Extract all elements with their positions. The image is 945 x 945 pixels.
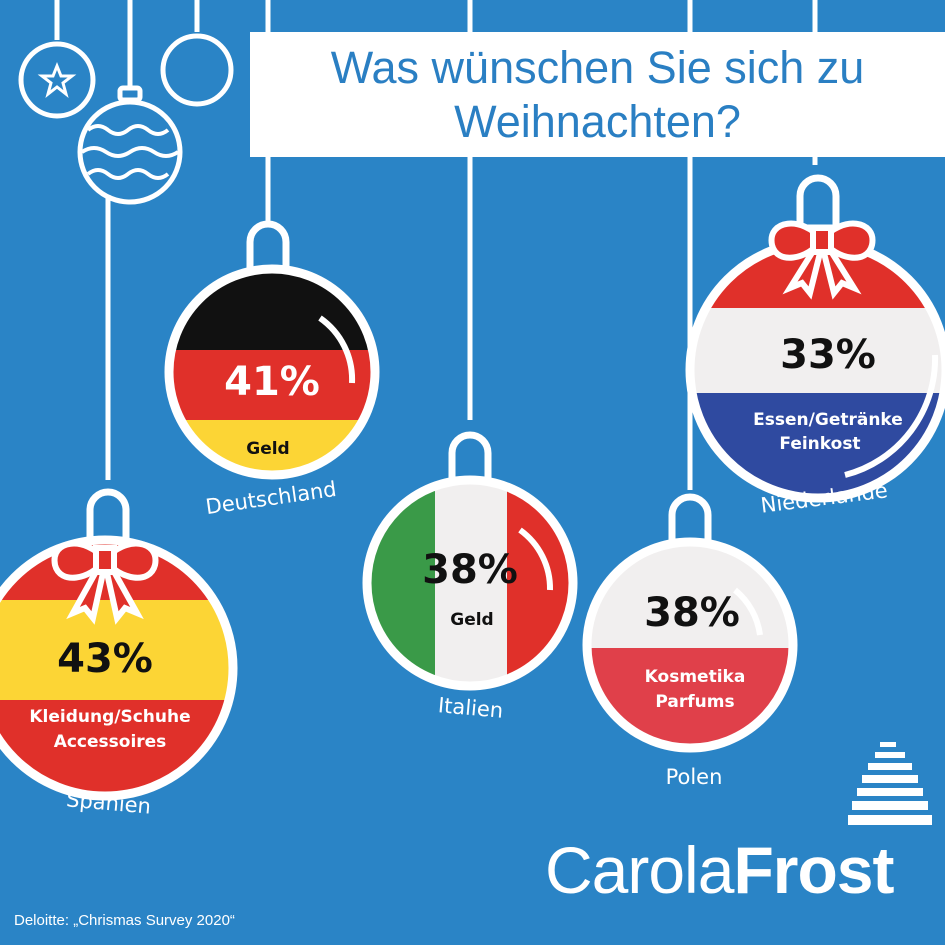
brand-light: Carola [545,833,734,907]
percent-polen: 38% [644,590,740,636]
category-spanien-line2: Accessoires [54,732,167,752]
ornament-italien: 38% Geld Italien [362,431,578,723]
source-note: Deloitte: „Chrismas Survey 2020“ [14,912,235,929]
star-ornament-icon [18,41,96,119]
category-spanien: Kleidung/Schuhe [29,707,190,727]
brand-bold: Frost [733,833,894,907]
brand-logo: CarolaFrost [545,832,894,908]
page-title: Was wünschen Sie sich zu Weihnachten? [330,41,865,147]
category-polen: Kosmetika [645,667,746,687]
ornament-spanien: 43% Kleidung/Schuhe Accessoires Spanien [0,488,238,819]
category-niederlande-line2: Feinkost [779,434,860,454]
category-italien: Geld [450,610,493,630]
category-polen-line2: Parfums [655,692,734,712]
tree-icon [848,742,932,825]
percent-niederlande: 33% [780,332,876,378]
plain-ornament-icon [160,33,234,107]
category-niederlande: Essen/Getränke [753,410,903,430]
wave-ornament-icon [77,99,183,205]
ornament-niederlande: 33% Essen/Getränke Feinkost Niederlande [685,174,945,518]
country-italien: Italien [437,693,504,723]
category-deutschland: Geld [246,439,289,459]
decorative-ornaments [18,33,234,205]
bow-icon [51,540,159,625]
ornament-deutschland: 41% Geld Deutschland [164,220,380,519]
ornament-polen: 38% Kosmetika Parfums Polen [582,493,798,789]
percent-italien: 38% [422,547,518,593]
country-polen: Polen [666,765,723,789]
percent-deutschland: 41% [224,359,320,405]
country-deutschland: Deutschland [204,477,338,519]
percent-spanien: 43% [57,636,153,682]
title-box: Was wünschen Sie sich zu Weihnachten? [250,32,945,157]
bow-icon [768,220,876,300]
